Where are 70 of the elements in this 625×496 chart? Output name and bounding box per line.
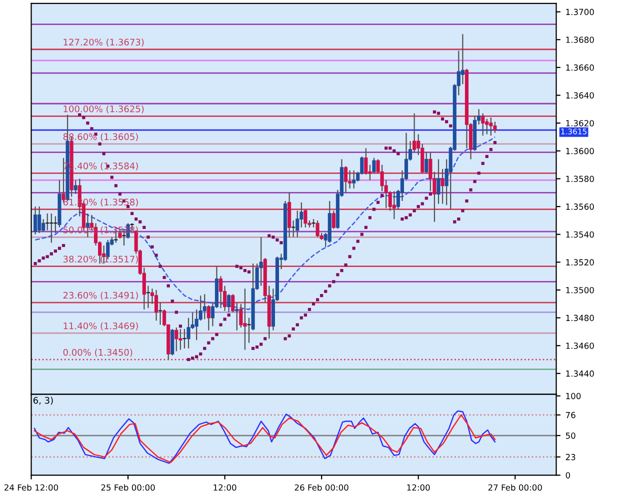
y-tick-label: 100	[566, 392, 581, 400]
candlestick	[392, 190, 396, 220]
candlestick	[489, 116, 493, 136]
candlestick	[182, 328, 186, 349]
candlestick	[460, 34, 464, 85]
candlestick	[231, 294, 235, 313]
candlestick	[38, 206, 42, 234]
ref-line-label: 23.60% (1.3491)	[63, 292, 138, 300]
y-tick-label: 1.3640	[566, 92, 594, 99]
candlestick	[292, 220, 296, 238]
candlestick	[348, 170, 352, 190]
x-tick-label: 24 Feb 12:00	[4, 484, 58, 491]
y-tick-label: 1.3480	[566, 314, 594, 322]
ref-line-label: 0.00% (1.3450)	[63, 348, 132, 357]
candlestick	[239, 303, 243, 328]
candlestick	[344, 166, 348, 194]
y-tick-label: 76	[566, 412, 576, 418]
y-tick-label: 50	[566, 432, 576, 439]
ref-line-label: 127.20% (1.3673)	[64, 38, 144, 47]
annotation: 6, 3)	[33, 396, 53, 405]
ref-line-label: 11.40% (1.3469)	[64, 322, 138, 330]
y-tick-label: 1.3460	[566, 342, 594, 349]
y-tick-label: 1.3660	[566, 64, 594, 71]
y-tick-label: 1.3700	[566, 8, 594, 16]
y-tick-label: 1.3520	[566, 259, 594, 266]
y-tick-label: 1.3440	[566, 370, 594, 377]
candlestick	[436, 158, 440, 204]
candlestick	[440, 168, 444, 204]
y-tick-label: 1.3680	[566, 36, 594, 43]
candlestick	[243, 288, 247, 350]
candlestick	[146, 285, 150, 309]
candlestick	[42, 218, 46, 232]
candlestick	[158, 302, 162, 326]
candlestick	[493, 121, 497, 134]
candlestick	[332, 210, 336, 230]
candlestick	[174, 327, 178, 352]
ref-line-label: 100.00% (1.3625)	[64, 105, 144, 114]
x-tick-label: 12:00	[214, 484, 236, 491]
y-tick-label: 1.3540	[566, 231, 594, 238]
candlestick	[50, 212, 54, 244]
candlestick	[74, 180, 78, 195]
x-tick-label: 12:00	[407, 484, 430, 491]
candlestick	[206, 304, 210, 331]
candlestick	[428, 152, 432, 192]
x-tick-label: 27 Feb 00:00	[488, 484, 542, 491]
candlestick	[316, 220, 320, 238]
candlestick	[424, 152, 428, 174]
y-tick-label: 1.3500	[566, 286, 594, 294]
candlestick	[218, 276, 223, 309]
candlestick	[170, 328, 174, 356]
candlestick	[235, 302, 239, 331]
y-tick-label: 1.3560	[566, 204, 594, 210]
y-tick-label: 0	[566, 472, 570, 478]
y-tick-label: 1.3620	[566, 120, 594, 126]
candlestick	[178, 328, 182, 350]
candlestick	[227, 294, 231, 313]
candlestick	[352, 170, 356, 190]
x-tick-label: 25 Feb 00:00	[101, 484, 155, 491]
candlestick	[481, 112, 485, 136]
candlestick	[46, 212, 50, 231]
x-tick-label: 26 Feb 00:00	[294, 484, 348, 491]
y-tick-label: 1.3600	[566, 148, 594, 154]
candlestick	[296, 210, 300, 238]
y-tick-label: 23	[566, 454, 576, 460]
candlestick	[364, 148, 368, 176]
candlestick	[154, 289, 158, 322]
candlestick	[202, 294, 206, 320]
candlestick	[33, 206, 38, 235]
candlestick	[259, 236, 263, 286]
y-tick-label: 1.3580	[566, 176, 594, 182]
